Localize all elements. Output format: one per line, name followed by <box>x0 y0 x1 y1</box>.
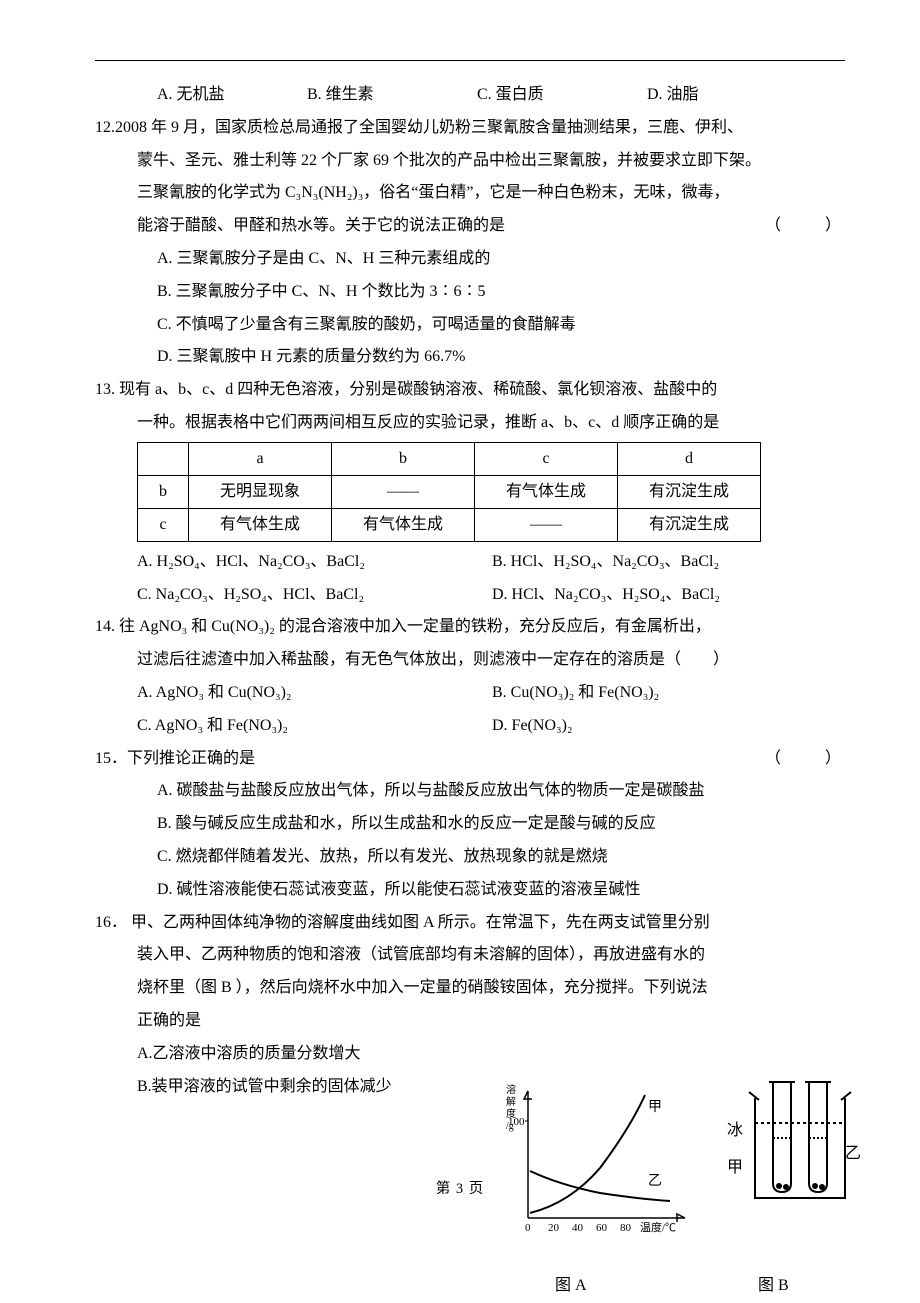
figure-a-chart: 溶 解 度 /g 100 0 20 40 60 80 温度/℃ <box>500 1073 700 1243</box>
q11-opt-b: B. 维生素 <box>307 79 477 112</box>
q14-opt-a: A. AgNO₃ 和 Cu(NO₃)₂ <box>137 677 492 710</box>
q15-opt-a: A. 碳酸盐与盐酸反应放出气体，所以与盐酸反应放出气体的物质一定是碳酸盐 <box>95 775 845 808</box>
q13-opt-a: A. H₂SO₄、HCl、Na₂CO₃、BaCl₂ <box>137 546 492 579</box>
q11-opt-a: A. 无机盐 <box>157 79 307 112</box>
svg-text:解: 解 <box>506 1095 516 1108</box>
label-yi: 乙 <box>845 1138 861 1171</box>
svg-text:温度/℃: 温度/℃ <box>640 1220 676 1234</box>
q11-opt-c: C. 蛋白质 <box>477 79 647 112</box>
q14-line2: 过滤后往滤渣中加入稀盐酸，有无色气体放出，则滤液中一定存在的溶质是（ ） <box>95 644 845 677</box>
q14-opt-c: C. AgNO₃ 和 Fe(NO₃)₂ <box>137 710 492 743</box>
svg-text:60: 60 <box>596 1222 608 1234</box>
q14-opt-b: B. Cu(NO₃)₂ 和 Fe(NO₃)₂ <box>492 677 845 710</box>
q12-paren: （ ） <box>765 210 845 243</box>
q15-stem: 15．下列推论正确的是（ ） <box>95 743 845 776</box>
q16-opt-a: A.乙溶液中溶质的质量分数增大 <box>95 1038 845 1071</box>
q13-opt-d: D. HCl、Na₂CO₃、H₂SO₄、BaCl₂ <box>492 579 845 612</box>
q15-opt-c: C. 燃烧都伴随着发光、放热，所以有发光、放热现象的就是燃烧 <box>95 841 845 874</box>
q14-num: 14. <box>95 618 115 635</box>
table-row: a b c d <box>138 442 761 475</box>
q12-opt-d: D. 三聚氰胺中 H 元素的质量分数约为 66.7% <box>95 341 845 374</box>
q15-paren: （ ） <box>765 743 845 776</box>
q13-table: a b c d b 无明显现象 —— 有气体生成 有沉淀生成 c 有气体生成 有… <box>137 442 761 542</box>
svg-text:80: 80 <box>620 1222 632 1234</box>
page-number: 第 3 页 <box>0 1175 920 1205</box>
q15-num: 15． <box>95 750 127 767</box>
q12-opt-a: A. 三聚氰胺分子是由 C、N、H 三种元素组成的 <box>95 243 845 276</box>
svg-text:溶: 溶 <box>506 1083 516 1096</box>
q16-line4: 正确的是 <box>95 1005 845 1038</box>
caption-fig-b: 图 B <box>758 1270 789 1303</box>
q15: 15．下列推论正确的是（ ） A. 碳酸盐与盐酸反应放出气体，所以与盐酸反应放出… <box>95 743 845 907</box>
q12-line1: 12.2008 年 9 月，国家质检总局通报了全国婴幼儿奶粉三聚氰胺含量抽测结果… <box>95 112 845 145</box>
exam-page: A. 无机盐 B. 维生素 C. 蛋白质 D. 油脂 12.2008 年 9 月… <box>0 0 920 1300</box>
svg-text:0: 0 <box>525 1222 531 1234</box>
curve-label-jia: 甲 <box>648 1094 662 1123</box>
top-rule <box>95 60 845 61</box>
table-row: b 无明显现象 —— 有气体生成 有沉淀生成 <box>138 475 761 508</box>
q14-line1: 14. 往 AgNO₃ 和 Cu(NO₃)₂ 的混合溶液中加入一定量的铁粉，充分… <box>95 611 845 644</box>
q16: 16． 甲、乙两种固体纯净物的溶解度曲线如图 A 所示。在常温下，先在两支试管里… <box>95 907 845 1104</box>
q15-opt-b: B. 酸与碱反应生成盐和水，所以生成盐和水的反应一定是酸与碱的反应 <box>95 808 845 841</box>
q13-num: 13. <box>95 381 115 398</box>
q14-opt-d: D. Fe(NO₃)₂ <box>492 710 845 743</box>
label-ice: 冰 <box>727 1115 743 1148</box>
q13-opt-b: B. HCl、H₂SO₄、Na₂CO₃、BaCl₂ <box>492 546 845 579</box>
q13: 13. 现有 a、b、c、d 四种无色溶液，分别是碳酸钠溶液、稀硫酸、氯化钡溶液… <box>95 374 845 611</box>
q13-options: A. H₂SO₄、HCl、Na₂CO₃、BaCl₂ B. HCl、H₂SO₄、N… <box>95 546 845 612</box>
q12-line3: 三聚氰胺的化学式为 C₃N₃(NH₂)₃，俗名“蛋白精”，它是一种白色粉末，无味… <box>95 177 845 210</box>
svg-text:20: 20 <box>548 1222 560 1234</box>
caption-fig-a: 图 A <box>555 1270 587 1303</box>
q12: 12.2008 年 9 月，国家质检总局通报了全国婴幼儿奶粉三聚氰胺含量抽测结果… <box>95 112 845 374</box>
q13-opt-c: C. Na₂CO₃、H₂SO₄、HCl、BaCl₂ <box>137 579 492 612</box>
q14: 14. 往 AgNO₃ 和 Cu(NO₃)₂ 的混合溶液中加入一定量的铁粉，充分… <box>95 611 845 742</box>
q12-line2: 蒙牛、圣元、雅士利等 22 个厂家 69 个批次的产品中检出三聚氰胺，并被要求立… <box>95 145 845 178</box>
q12-num: 12. <box>95 119 115 136</box>
q11-opt-d: D. 油脂 <box>647 79 699 112</box>
q16-num: 16． <box>95 914 127 931</box>
q12-opt-c: C. 不慎喝了少量含有三聚氰胺的酸奶，可喝适量的食醋解毒 <box>95 309 845 342</box>
q14-options: A. AgNO₃ 和 Cu(NO₃)₂ B. Cu(NO₃)₂ 和 Fe(NO₃… <box>95 677 845 743</box>
q16-line1: 16． 甲、乙两种固体纯净物的溶解度曲线如图 A 所示。在常温下，先在两支试管里… <box>95 907 845 940</box>
svg-text:100: 100 <box>508 1116 525 1128</box>
q16-line3: 烧杯里（图 B ），然后向烧杯水中加入一定量的硝酸铵固体，充分搅拌。下列说法 <box>95 972 845 1005</box>
q15-opt-d: D. 碱性溶液能使石蕊试液变蓝，所以能使石蕊试液变蓝的溶液呈碱性 <box>95 874 845 907</box>
svg-text:40: 40 <box>572 1222 584 1234</box>
q11-options: A. 无机盐 B. 维生素 C. 蛋白质 D. 油脂 <box>95 79 845 112</box>
q12-opt-b: B. 三聚氰胺分子中 C、N、H 个数比为 3∶6∶5 <box>95 276 845 309</box>
q16-line2: 装入甲、乙两种物质的饱和溶液（试管底部均有未溶解的固体），再放进盛有水的 <box>95 939 845 972</box>
q16-opt-b: B.装甲溶液的试管中剩余的固体减少 <box>95 1071 845 1104</box>
q13-line1: 13. 现有 a、b、c、d 四种无色溶液，分别是碳酸钠溶液、稀硫酸、氯化钡溶液… <box>95 374 845 407</box>
q13-line2: 一种。根据表格中它们两两间相互反应的实验记录，推断 a、b、c、d 顺序正确的是 <box>95 407 845 440</box>
q12-line4: 能溶于醋酸、甲醛和热水等。关于它的说法正确的是（ ） <box>95 210 845 243</box>
table-row: c 有气体生成 有气体生成 —— 有沉淀生成 <box>138 508 761 541</box>
